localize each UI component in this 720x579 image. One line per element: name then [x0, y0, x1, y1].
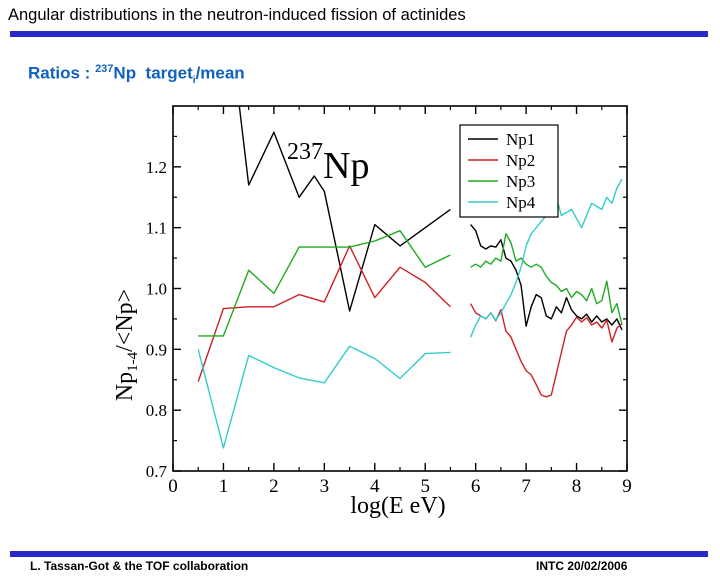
subtitle-suffix: /mean — [195, 63, 245, 83]
y-tick-label: 1.2 — [146, 158, 167, 177]
y-tick-label: 0.9 — [146, 340, 167, 359]
x-tick-label: 5 — [420, 476, 430, 497]
legend-label-np4: Np4 — [506, 193, 536, 212]
subtitle-element: Np — [113, 63, 137, 83]
footer-date: INTC 20/02/2006 — [536, 559, 628, 573]
series-line-np4-1 — [197, 345, 451, 449]
y-axis-label-tail: /<Np> — [112, 289, 138, 352]
series-line-np1-1 — [238, 106, 451, 312]
legend-label-np2: Np2 — [506, 151, 535, 170]
x-tick-label: 9 — [622, 476, 632, 497]
series-line-np1-2 — [470, 224, 623, 331]
series-line-np3-1 — [198, 229, 451, 337]
y-tick-label: 0.8 — [146, 401, 167, 420]
x-axis-label: log(E eV) — [350, 493, 445, 519]
plot-title-mass: 237 — [287, 139, 323, 165]
top-rule — [10, 31, 708, 37]
x-tick-label: 8 — [572, 476, 582, 497]
footer-author: L. Tassan-Got & the TOF collaboration — [30, 559, 249, 573]
y-tick-label: 1.1 — [146, 219, 167, 238]
legend-label-np3: Np3 — [506, 172, 535, 191]
x-tick-label: 1 — [219, 476, 229, 497]
x-tick-label: 0 — [168, 476, 178, 497]
series-line-np3-2 — [470, 232, 623, 326]
x-tick-label: 3 — [320, 476, 330, 497]
slide-subtitle: Ratios : 237Np targeti/mean — [28, 63, 245, 86]
y-axis-label-main: Np — [112, 372, 138, 401]
subtitle-target: target — [145, 63, 193, 83]
subtitle-mass: 237 — [95, 63, 114, 75]
x-tick-label: 7 — [521, 476, 531, 497]
plot-area: 0 1 2 3 4 5 6 7 8 9 0.7 0.8 0.9 1.0 1.1 1.2 237 Np Np1 Np2 N… — [146, 105, 632, 497]
y-tick-label: 0.7 — [146, 462, 168, 481]
ratio-chart: Np1-4/<Np> 0 1 2 3 4 5 6 7 8 90.70.80.91.01.11.22… — [112, 105, 632, 519]
x-tick-label: 6 — [471, 476, 481, 497]
series-line-np2-1 — [197, 245, 451, 382]
subtitle-index: i — [192, 75, 196, 87]
y-axis-label: Np1-4/<Np> — [112, 289, 141, 401]
y-tick-label: 1.0 — [146, 280, 167, 299]
x-tick-label: 4 — [370, 476, 380, 497]
plot-title-element: Np — [323, 145, 369, 187]
slide-title: Angular distributions in the neutron-ind… — [8, 6, 466, 24]
x-tick-label: 2 — [269, 476, 279, 497]
subtitle-prefix: Ratios : — [28, 63, 96, 83]
y-axis-label-sub: 1-4 — [125, 351, 141, 371]
bottom-rule — [10, 551, 708, 557]
legend-label-np1: Np1 — [506, 130, 535, 149]
